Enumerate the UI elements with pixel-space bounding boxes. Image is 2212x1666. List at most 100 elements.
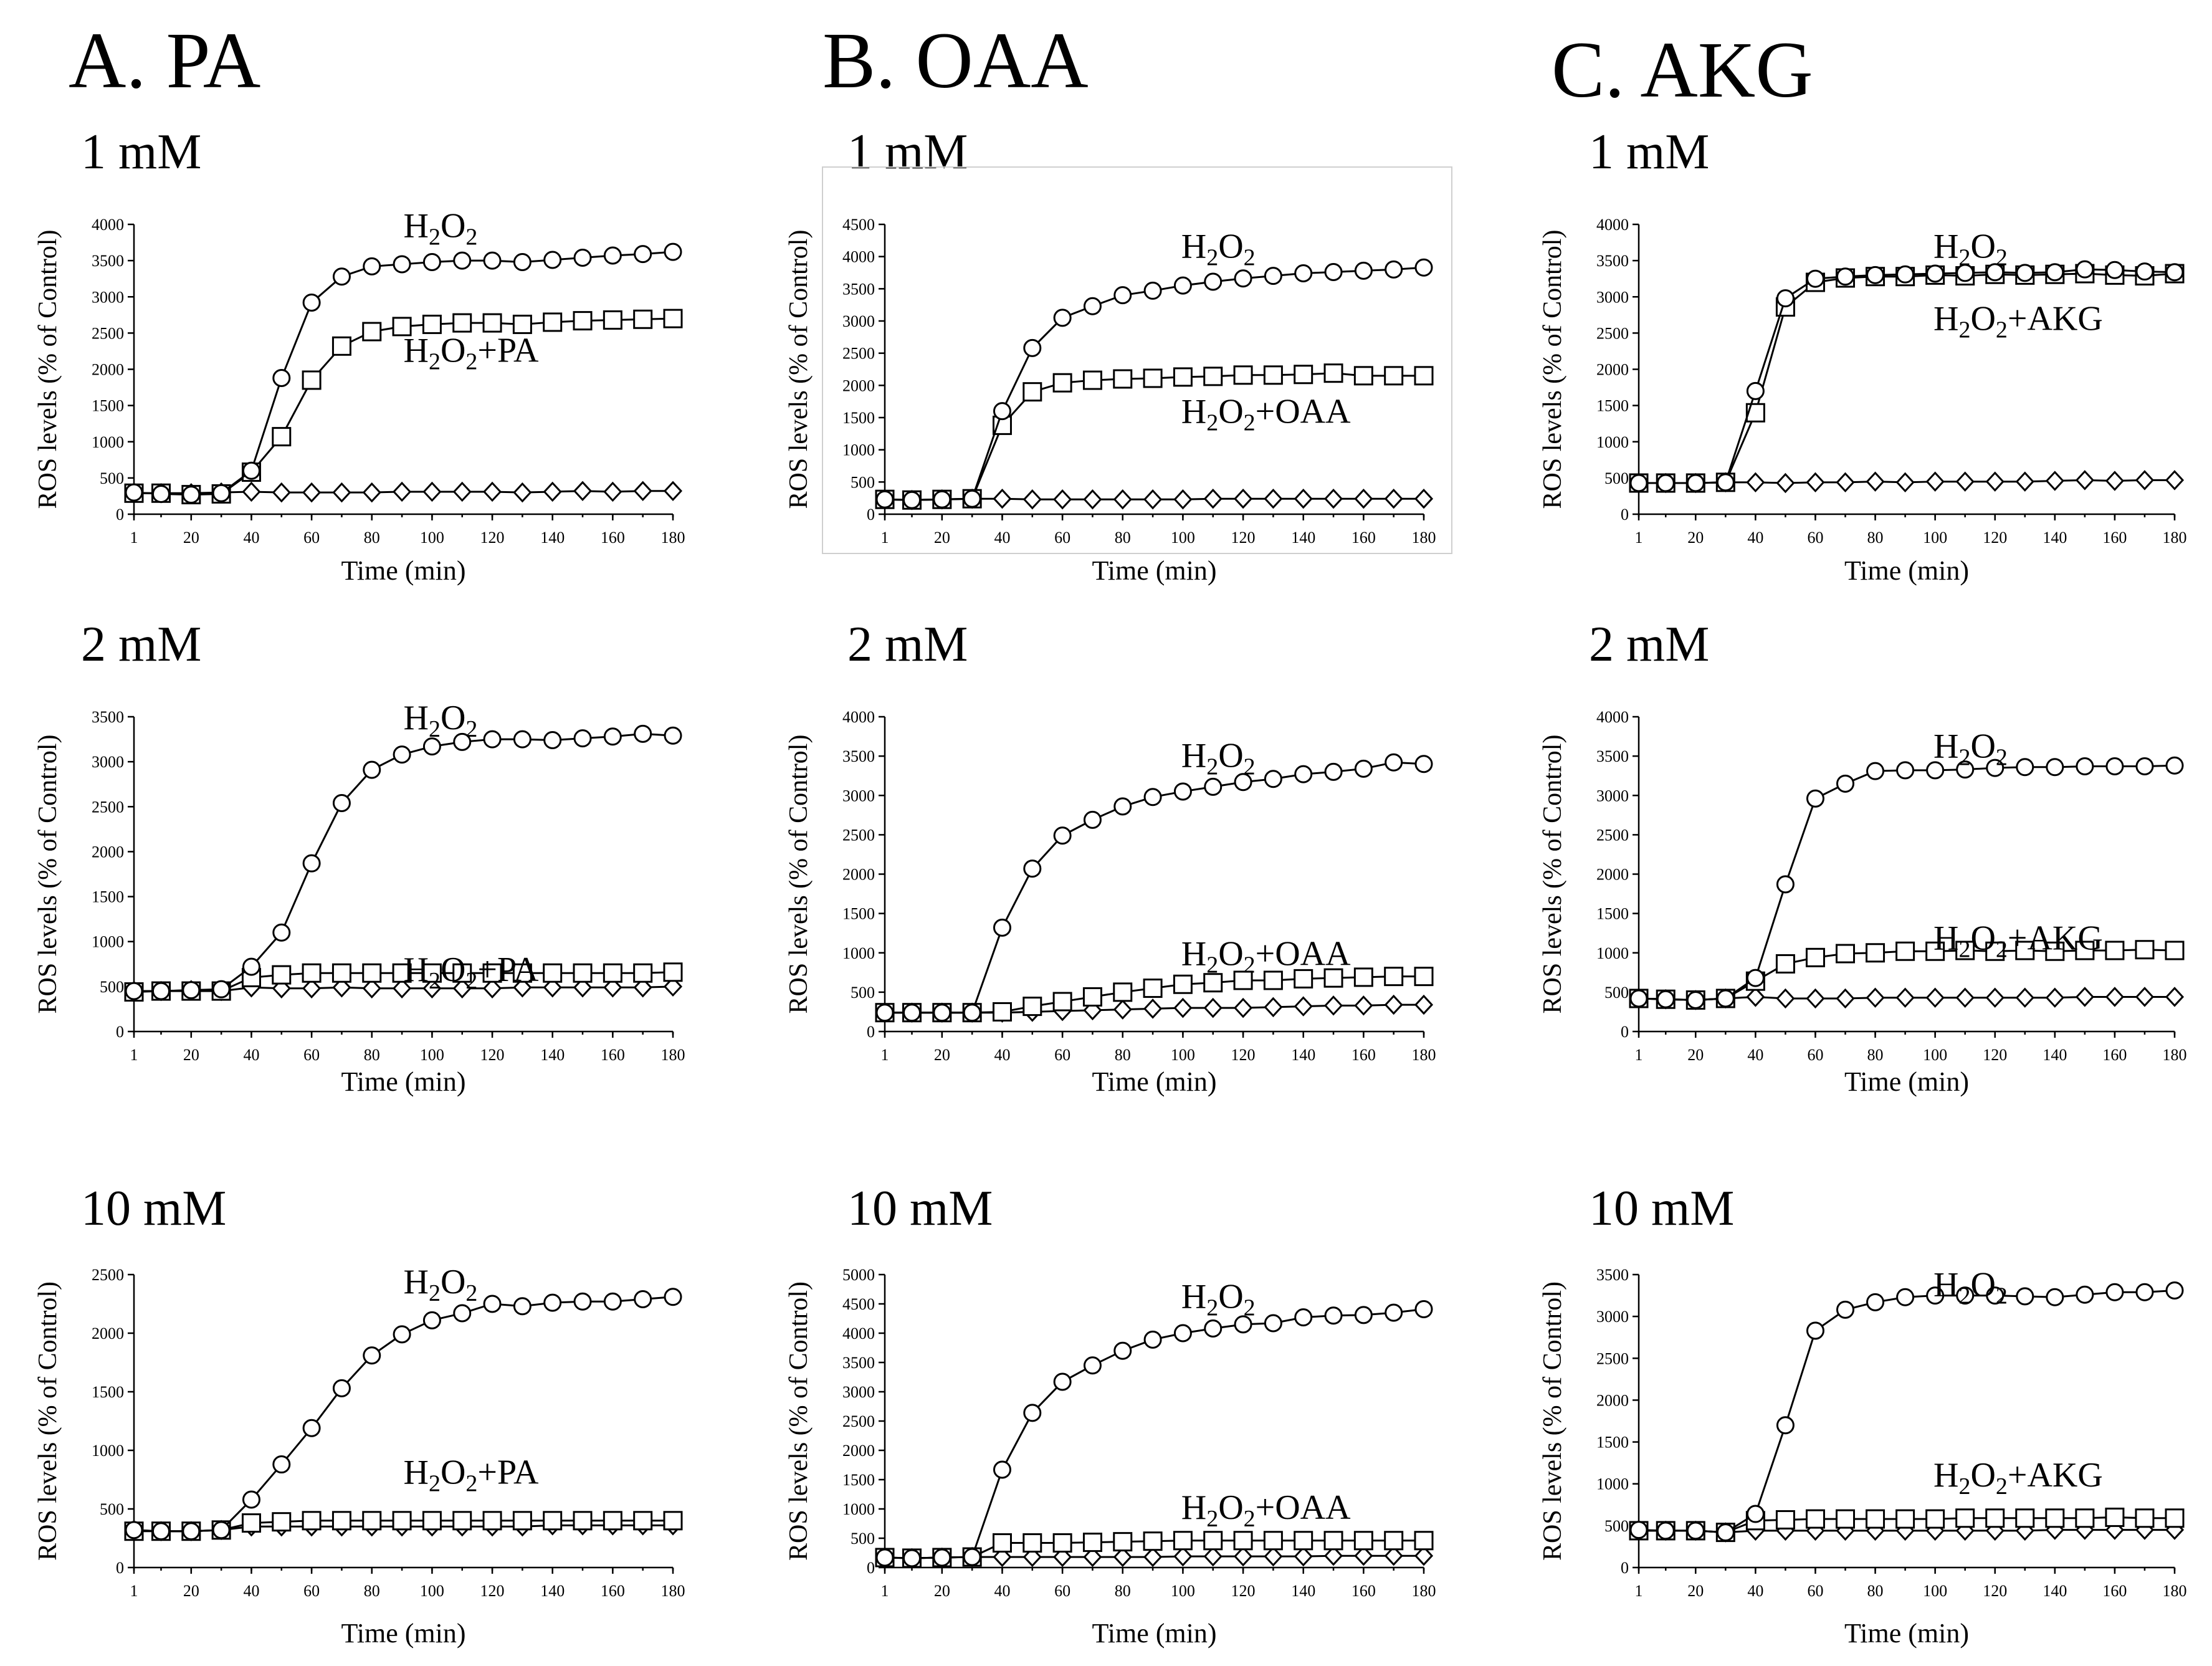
point-diamond — [603, 481, 622, 502]
point-circle — [1204, 777, 1223, 796]
point-circle — [422, 1311, 441, 1329]
y-tick-label: 500 — [1604, 984, 1629, 1002]
point-diamond — [1414, 1545, 1434, 1566]
point-circle — [1746, 969, 1765, 987]
point-square — [392, 1511, 412, 1531]
x-tick-label: 80 — [1115, 529, 1131, 547]
x-tick-label: 120 — [480, 1046, 505, 1064]
point-circle — [573, 729, 592, 748]
point-circle — [1053, 309, 1072, 327]
x-tick-label: 120 — [480, 529, 505, 547]
y-tick-label: 4000 — [1596, 708, 1629, 726]
series-line-H2O2 — [1638, 764, 2175, 1002]
point-circle — [963, 1548, 981, 1566]
x-tick-label: 160 — [601, 529, 625, 547]
point-circle — [513, 252, 532, 271]
point-square — [633, 963, 653, 983]
y-tick-label: 3500 — [842, 1354, 875, 1372]
point-square — [1384, 1531, 1404, 1551]
point-square — [2165, 941, 2185, 960]
point-diamond — [993, 1546, 1012, 1568]
point-circle — [302, 1419, 321, 1437]
y-tick-label: 1000 — [1596, 433, 1629, 451]
point-diamond — [1294, 488, 1313, 509]
x-tick-label: 160 — [601, 1046, 625, 1064]
point-circle — [1143, 788, 1162, 807]
point-circle — [1836, 267, 1855, 286]
point-square — [633, 1511, 653, 1531]
x-axis-label: Time (min) — [1092, 1066, 1216, 1097]
point-diamond — [332, 977, 351, 998]
point-square — [603, 310, 622, 330]
point-diamond — [1895, 987, 1915, 1008]
point-diamond — [1985, 987, 2005, 1008]
point-circle — [2105, 757, 2124, 776]
y-tick-label: 3000 — [1596, 288, 1629, 306]
point-diamond — [1414, 488, 1434, 509]
point-diamond — [1143, 1546, 1163, 1568]
point-circle — [933, 1548, 951, 1567]
point-square — [1263, 365, 1283, 385]
y-tick-label: 4000 — [842, 1324, 875, 1343]
point-circle — [2105, 261, 2124, 279]
y-tick-label: 3000 — [1596, 1308, 1629, 1326]
point-square — [543, 1511, 563, 1531]
x-tick-label: 140 — [2043, 1046, 2067, 1064]
point-square — [2015, 1508, 2035, 1528]
x-tick-label: 180 — [661, 529, 685, 547]
point-diamond — [2105, 987, 2124, 1007]
y-tick-label: 2000 — [1596, 866, 1629, 884]
point-circle — [993, 402, 1011, 421]
x-tick-label: 160 — [2102, 529, 2127, 547]
point-square — [482, 963, 502, 983]
point-diamond — [1323, 1545, 1343, 1566]
point-circle — [393, 1325, 411, 1344]
point-circle — [1776, 1416, 1795, 1435]
x-tick-label: 1 — [130, 529, 138, 547]
point-diamond — [242, 481, 261, 502]
point-circle — [1173, 276, 1192, 295]
concentration-label: 10 mM — [1589, 1181, 1734, 1236]
point-diamond — [1113, 1546, 1132, 1568]
point-circle — [393, 255, 411, 274]
point-diamond — [993, 488, 1012, 509]
point-diamond — [1023, 489, 1042, 510]
point-circle — [1926, 761, 1945, 780]
point-circle — [2165, 263, 2184, 282]
point-square — [1113, 982, 1133, 1002]
point-diamond — [272, 482, 291, 503]
x-tick-label: 180 — [661, 1046, 685, 1064]
point-square — [663, 962, 683, 982]
point-circle — [573, 1292, 592, 1311]
point-square — [1023, 382, 1042, 402]
point-circle — [1866, 1293, 1885, 1311]
point-square — [422, 963, 442, 983]
point-diamond — [1323, 488, 1343, 509]
point-circle — [1926, 1286, 1945, 1305]
column-titles: A. PA B. OAA C. AKG — [69, 16, 1813, 114]
point-circle — [1896, 265, 1915, 284]
point-diamond — [1053, 489, 1072, 510]
point-square — [1353, 366, 1373, 386]
point-circle — [1746, 381, 1765, 400]
point-circle — [1686, 1521, 1705, 1540]
x-tick-label: 80 — [364, 529, 380, 547]
series-label-H2O2: H2O2 — [1181, 737, 1256, 780]
point-circle — [1113, 1341, 1132, 1360]
point-circle — [1324, 1306, 1343, 1325]
y-tick-label: 5000 — [842, 1266, 875, 1284]
point-square — [1173, 974, 1193, 994]
point-diamond — [1776, 472, 1795, 494]
y-tick-label: 1000 — [1596, 1475, 1629, 1493]
x-tick-label: 60 — [1054, 1582, 1070, 1600]
y-tick-label: 0 — [1621, 1559, 1629, 1577]
point-diamond — [483, 481, 502, 502]
x-tick-label: 80 — [1867, 1046, 1884, 1064]
point-square — [663, 1511, 683, 1531]
point-diamond — [1053, 1546, 1072, 1568]
point-circle — [1173, 1324, 1192, 1343]
point-circle — [453, 1304, 472, 1323]
point-diamond — [543, 977, 562, 998]
